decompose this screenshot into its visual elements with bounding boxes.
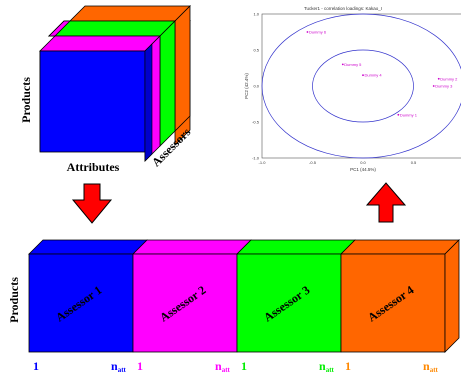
- plot-y-tick-label: -1.0: [252, 156, 260, 161]
- plot-x-ticks: -1.0-0.50.00.51.0: [259, 160, 418, 165]
- column-index-end: natt: [423, 359, 439, 374]
- assessor-block-top: [28, 239, 148, 255]
- assessor-block-top: [236, 239, 356, 255]
- column-index-end-subscript: att: [118, 366, 127, 374]
- plot-y-tick-label: 0.5: [253, 48, 259, 53]
- plot-point-label: Dummy 1: [400, 112, 418, 117]
- plot-point-label: Dummy 3: [435, 84, 453, 89]
- column-index-end: natt: [215, 359, 231, 374]
- assessor-block-top: [340, 239, 460, 255]
- assessor-block-top: [132, 239, 252, 255]
- plot-circles-layer: [261, 13, 461, 159]
- cube-label-products: Products: [19, 77, 33, 123]
- assessor-block-front: [236, 253, 342, 353]
- plot-point-label: Dummy 5: [344, 62, 362, 67]
- correlation-loadings-plot: Tucker1 - correlation loadings: Kakao_I …: [244, 6, 461, 172]
- plot-point-label: Dummy 6: [309, 30, 327, 35]
- plot-x-tick-label: -0.5: [309, 160, 317, 165]
- plot-point-label: Dummy 4: [365, 73, 383, 78]
- plot-point-marker: [341, 63, 344, 66]
- assessor-block-2: Assessor 2: [132, 239, 252, 353]
- assessor-block-front: [132, 253, 238, 353]
- arrow-down-shape: [71, 183, 113, 224]
- assessor-blocks: Assessor 1 Assessor 2 Assessor 3 Assessor 4: [28, 239, 460, 353]
- plot-x-tick-label: 0.5: [411, 160, 417, 165]
- column-index-end-subscript: att: [326, 366, 335, 374]
- plot-point-marker: [397, 113, 400, 116]
- plot-y-tick-label: 0.0: [253, 84, 259, 89]
- column-index-start: 1: [137, 359, 143, 373]
- plot-circle-2: [261, 13, 461, 159]
- column-index-end: natt: [111, 359, 127, 374]
- cube-top-band-orange: [69, 5, 191, 22]
- plot-point-label: Dummy 2: [440, 76, 458, 81]
- assessor-block-front: [340, 253, 446, 353]
- matrix-label-products: Products: [7, 277, 21, 323]
- cube-top-band-green: [54, 20, 176, 37]
- plot-x-tick-label: 0.0: [360, 160, 366, 165]
- cube-side-orange: [174, 5, 191, 132]
- assessor-cube: Products Attributes Assessors: [19, 5, 194, 174]
- column-index-start: 1: [33, 359, 39, 373]
- column-index-end-subscript: att: [222, 366, 231, 374]
- assessor-block-1: Assessor 1: [28, 239, 148, 353]
- assessor-block-3: Assessor 3: [236, 239, 356, 353]
- assessor-block-front: [28, 253, 134, 353]
- plot-y-ticks: 1.0 0.5 0.0 -0.5 -1.0: [252, 12, 260, 161]
- plot-xlabel: PC1 (44.5%): [350, 167, 376, 172]
- cube-top-band-magenta: [39, 35, 161, 52]
- column-index-end: natt: [319, 359, 335, 374]
- plot-point-marker: [306, 31, 309, 33]
- cube-label-attributes: Attributes: [67, 160, 120, 174]
- plot-ylabel: PC2 (42.4%): [244, 73, 249, 99]
- column-index-end-subscript: att: [430, 366, 439, 374]
- plot-x-tick-label: -1.0: [259, 160, 267, 165]
- plot-frame: [261, 13, 461, 159]
- arrow-down: [71, 183, 113, 224]
- cube-front-blue: [39, 50, 146, 153]
- plot-points-layer: Dummy 6 Dummy 5 Dummy 4 Dummy 1 Dummy 2 Dummy…: [306, 30, 458, 117]
- plot-point-marker: [437, 77, 440, 80]
- cube-side-green: [159, 20, 176, 147]
- arrow-up-shape: [365, 182, 407, 223]
- column-index-start: 1: [241, 359, 247, 373]
- column-indices: 1 natt 1 natt 1 natt 1 natt: [33, 359, 439, 374]
- plot-title: Tucker1 - correlation loadings: Kakao_I: [304, 6, 382, 11]
- plot-circle-1: [312, 49, 414, 123]
- assessor-block-4: Assessor 4: [340, 239, 460, 353]
- plot-y-tick-label: 1.0: [253, 12, 259, 17]
- assessor-block-side: [444, 239, 460, 353]
- column-index-start: 1: [345, 359, 351, 373]
- cube-side-blue-edge: [144, 43, 153, 162]
- plot-point-marker: [362, 74, 364, 77]
- plot-point-marker: [432, 85, 435, 87]
- plot-y-tick-label: -0.5: [252, 120, 260, 125]
- arrow-up: [365, 182, 407, 223]
